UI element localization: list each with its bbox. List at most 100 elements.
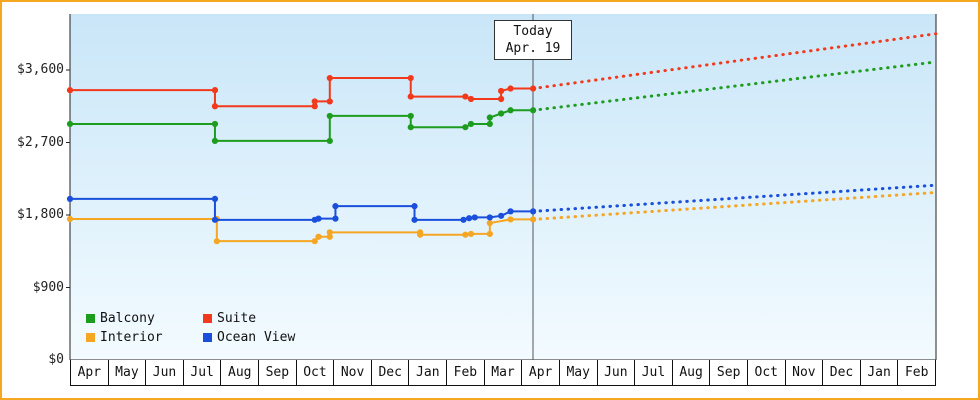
series-point-suite (498, 87, 505, 95)
series-point-ocean-view (211, 216, 219, 223)
series-point-balcony (66, 120, 74, 128)
today-date: Apr. 19 (505, 41, 561, 56)
series-point-ocean-view (211, 195, 219, 202)
series-point-interior (467, 230, 475, 238)
series-point-balcony (407, 124, 414, 131)
series-point-balcony (486, 120, 493, 128)
x-month-label: Feb (898, 360, 937, 385)
x-month-label: Aug (221, 360, 260, 385)
x-month-label: Dec (823, 360, 861, 385)
x-month-label: Sep (259, 360, 297, 385)
x-month-label: Apr (522, 360, 560, 385)
today-annotation: Today Apr. 19 (494, 20, 572, 60)
x-month-label: May (109, 360, 147, 385)
legend: Balcony Suite Interior Ocean View (86, 311, 295, 345)
legend-label: Balcony (100, 311, 155, 326)
series-point-suite (407, 93, 414, 100)
x-month-label: Sep (710, 360, 748, 385)
series-point-balcony (407, 112, 414, 120)
legend-item-suite: Suite (203, 311, 295, 326)
series-point-suite (498, 95, 505, 103)
series-point-suite (211, 87, 219, 94)
x-month-label: Oct (297, 360, 335, 385)
series-point-balcony (211, 120, 219, 128)
legend-swatch-interior (86, 333, 95, 342)
series-forecast-balcony (531, 60, 938, 112)
legend-item-balcony: Balcony (86, 311, 203, 326)
series-point-interior (315, 233, 322, 240)
series-line-ocean-view (70, 197, 534, 221)
series-point-ocean-view (466, 215, 473, 222)
series-point-suite (326, 98, 333, 105)
x-month-label: Oct (748, 360, 786, 385)
series-point-interior (530, 216, 537, 223)
series-point-interior (311, 238, 318, 245)
series-point-interior (486, 219, 493, 227)
x-axis-month-strip: Apr May Jun Jul Aug Sep Oct Nov Dec Jan Feb Mar Apr M… (70, 360, 937, 386)
series-point-ocean-view (411, 203, 418, 210)
series-point-ocean-view (498, 212, 505, 219)
x-month-label: Jan (861, 360, 899, 385)
series-point-interior (417, 231, 424, 238)
x-month-label: Dec (372, 360, 410, 385)
x-month-label: Nov (786, 360, 824, 385)
series-point-ocean-view (507, 208, 514, 215)
series-point-suite (311, 103, 318, 110)
x-month-label: Jan (409, 360, 448, 385)
x-month-label: Jun (146, 360, 184, 385)
series-point-suite (211, 103, 219, 110)
series-forecast-interior (531, 190, 938, 221)
x-month-label: Jul (635, 360, 673, 385)
series-point-balcony (507, 107, 514, 114)
legend-item-interior: Interior (86, 330, 203, 345)
series-point-interior (326, 229, 333, 236)
series-point-ocean-view (411, 216, 418, 223)
series-point-suite (530, 85, 537, 92)
today-label: Today (513, 24, 553, 39)
legend-swatch-ocean-view (203, 333, 212, 342)
series-point-suite (507, 85, 514, 92)
legend-label: Suite (217, 311, 257, 326)
legend-label: Interior (100, 330, 163, 345)
series-point-balcony (211, 137, 219, 144)
plot-background (70, 14, 936, 360)
series-point-suite (326, 74, 333, 82)
series-point-suite (467, 95, 475, 103)
series-point-interior (66, 215, 74, 223)
y-tick-label: $0 (48, 352, 64, 367)
series-point-ocean-view (315, 215, 322, 222)
x-month-label: Mar (485, 360, 523, 385)
series-point-suite (407, 74, 414, 82)
y-tick-label: $3,600 (17, 62, 64, 77)
x-month-label: Apr (71, 360, 109, 385)
series-point-balcony (467, 120, 475, 128)
series-point-interior (507, 216, 514, 223)
series-forecast-suite (531, 32, 938, 91)
series-point-ocean-view (332, 203, 339, 210)
series-point-ocean-view (66, 195, 74, 202)
x-month-label: Aug (673, 360, 711, 385)
x-month-label: Feb (447, 360, 485, 385)
legend-item-ocean-view: Ocean View (203, 330, 295, 345)
series-point-balcony (530, 107, 537, 114)
x-month-label: Nov (334, 360, 372, 385)
series-point-suite (462, 93, 469, 100)
x-month-label: Jun (598, 360, 636, 385)
legend-label: Ocean View (217, 330, 296, 345)
x-month-label: May (560, 360, 598, 385)
series-point-balcony (462, 124, 469, 131)
series-point-interior (486, 230, 493, 238)
series-forecast-ocean-view (531, 183, 938, 213)
series-point-interior (326, 233, 333, 240)
series-point-balcony (498, 110, 505, 117)
legend-swatch-suite (203, 314, 212, 323)
series-point-balcony (326, 137, 333, 144)
legend-swatch-balcony (86, 314, 95, 323)
y-tick-label: $2,700 (17, 134, 64, 150)
series-point-ocean-view (332, 215, 339, 222)
y-tick-label: $1,800 (17, 207, 64, 222)
series-point-ocean-view (460, 216, 467, 223)
x-month-label: Jul (184, 360, 222, 385)
